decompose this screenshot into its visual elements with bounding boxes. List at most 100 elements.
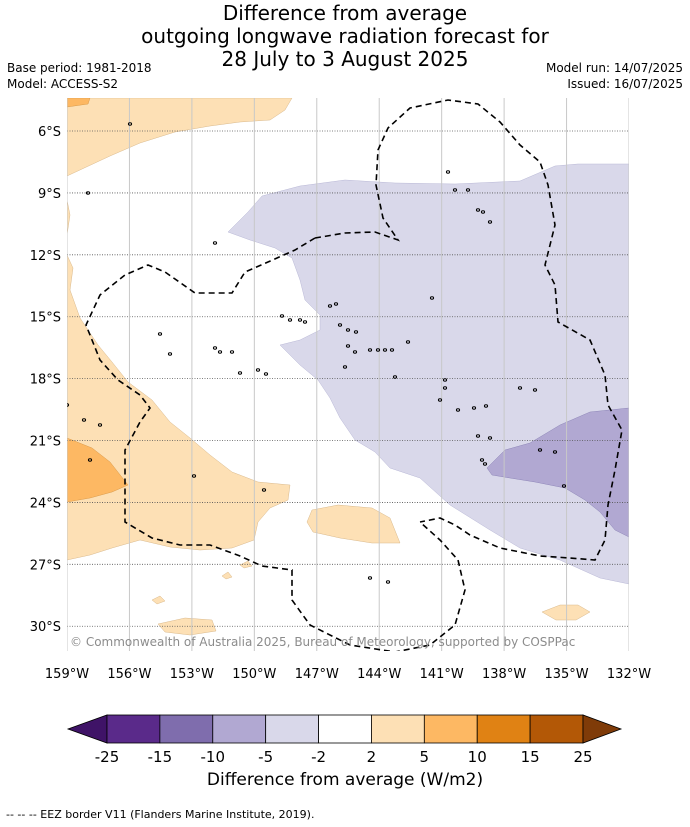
island-outline [212, 346, 218, 350]
colorbar-tick-label: 5 [420, 748, 430, 766]
model-name: Model: ACCESS-S2 [7, 77, 119, 91]
island-outline [532, 388, 538, 392]
lon-label: 159°W [45, 667, 89, 682]
island-outline [353, 330, 359, 334]
colorbar-label: Difference from average (W/m2) [206, 770, 484, 790]
eez-border-east [314, 99, 623, 561]
island-outline [342, 365, 348, 369]
title-line-3: 28 July to 3 August 2025 [221, 47, 469, 71]
lon-label: 156°W [107, 667, 151, 682]
island-outline [405, 340, 411, 344]
copyright-note: © Commonwealth of Australia 2025, Bureau… [70, 635, 575, 649]
colorbar-swatch [106, 714, 161, 744]
lat-label: 9°S [38, 187, 61, 202]
anomaly-area-positive-medium-w [67, 437, 129, 503]
island-outline [217, 350, 223, 354]
lon-label: 135°W [544, 667, 588, 682]
island-outline [389, 348, 395, 352]
island-outline [67, 403, 70, 407]
island-outline [345, 328, 351, 332]
anomaly-area-positive-light-edge [67, 199, 71, 236]
colorbar-swatch [265, 714, 319, 744]
lon-label: 132°W [607, 667, 651, 682]
island-outline [479, 458, 485, 462]
lon-label: 147°W [295, 667, 339, 682]
lat-label: 27°S [30, 558, 61, 573]
island-outline [561, 484, 567, 488]
colorbar-tick-label: -10 [201, 748, 226, 766]
island-outline [352, 350, 358, 354]
island-outline [392, 375, 398, 379]
colorbar-swatch [212, 714, 267, 744]
island-outline [367, 348, 373, 352]
colorbar-swatch [476, 714, 531, 744]
colorbar-swatch [318, 714, 372, 744]
lat-label: 6°S [38, 125, 61, 140]
lat-label: 30°S [30, 620, 61, 635]
base-period: Base period: 1981-2018 [7, 61, 152, 75]
island-outline [483, 404, 489, 408]
island-outline [327, 304, 333, 308]
lon-label: 153°W [170, 667, 214, 682]
island-outline [297, 318, 303, 322]
island-outline [333, 302, 339, 306]
anomaly-area-positive-light-w [67, 254, 291, 561]
island-outline [552, 450, 558, 454]
island-outlines [67, 122, 567, 584]
island-outline [475, 434, 481, 438]
island-outline [385, 580, 391, 584]
map-title: Difference from average outgoing longwav… [0, 2, 690, 71]
colorbar-over-arrow [582, 714, 623, 744]
island-outline [445, 170, 451, 174]
colorbar-tick-label: 15 [521, 748, 540, 766]
island-outline [442, 386, 448, 390]
anomaly-area-negative-medium [486, 407, 629, 538]
colorbar-tick-label: 25 [573, 748, 592, 766]
meta-left: Base period: 1981-2018 Model: ACCESS-S2 [7, 60, 152, 92]
longitude-labels: 159°W 156°W 153°W 150°W 147°W 144°W 141°W 138°W… [45, 667, 651, 682]
lon-label: 138°W [482, 667, 526, 682]
island-outline [85, 191, 91, 195]
colorbar-swatch [423, 714, 478, 744]
latitude-labels: 6°S 9°S 12°S 15°S 18°S 21°S 24°S 27°S 30°S [30, 125, 61, 635]
colorbar-swatch [529, 714, 584, 744]
lat-label: 21°S [30, 435, 61, 450]
lat-label: 12°S [30, 249, 61, 264]
colorbar-swatch [371, 714, 425, 744]
island-outline [452, 188, 458, 192]
island-outline [537, 448, 543, 452]
island-outline [157, 332, 163, 336]
island-outline [382, 348, 388, 352]
island-outline [87, 458, 93, 462]
island-outline [471, 406, 477, 410]
island-outline [279, 314, 285, 318]
colorbar-swatch [159, 714, 214, 744]
issued-date: Issued: 16/07/2025 [567, 77, 683, 91]
island-outline [261, 488, 267, 492]
island-outline [81, 418, 87, 422]
island-outline [97, 423, 103, 427]
island-outline [475, 208, 481, 212]
lat-label: 18°S [30, 373, 61, 388]
island-outline [517, 386, 523, 390]
lon-label: 150°W [232, 667, 276, 682]
colorbar-under-arrow [66, 714, 108, 744]
lat-label: 15°S [30, 311, 61, 326]
island-outline [487, 220, 493, 224]
island-outline [345, 344, 351, 348]
island-outline [437, 398, 443, 402]
island-outline [482, 462, 488, 466]
anomaly-area-positive-light-speck-1 [151, 595, 166, 605]
colorbar-tick-label: -2 [311, 748, 326, 766]
colorbar-tick-label: -5 [258, 748, 273, 766]
title-line-1: Difference from average [222, 1, 468, 25]
island-outline [442, 378, 448, 382]
model-run: Model run: 14/07/2025 [545, 61, 683, 75]
anomaly-area-positive-light-speck-3 [239, 560, 253, 569]
title-line-2: outgoing longwave radiation forecast for [141, 24, 549, 48]
island-outline [127, 122, 133, 126]
colorbar-tick-label: 10 [468, 748, 487, 766]
colorbar-tick-label: -15 [148, 748, 173, 766]
island-outline [229, 350, 235, 354]
meta-right: Model run: 14/07/2025 Issued: 16/07/2025 [546, 60, 683, 92]
